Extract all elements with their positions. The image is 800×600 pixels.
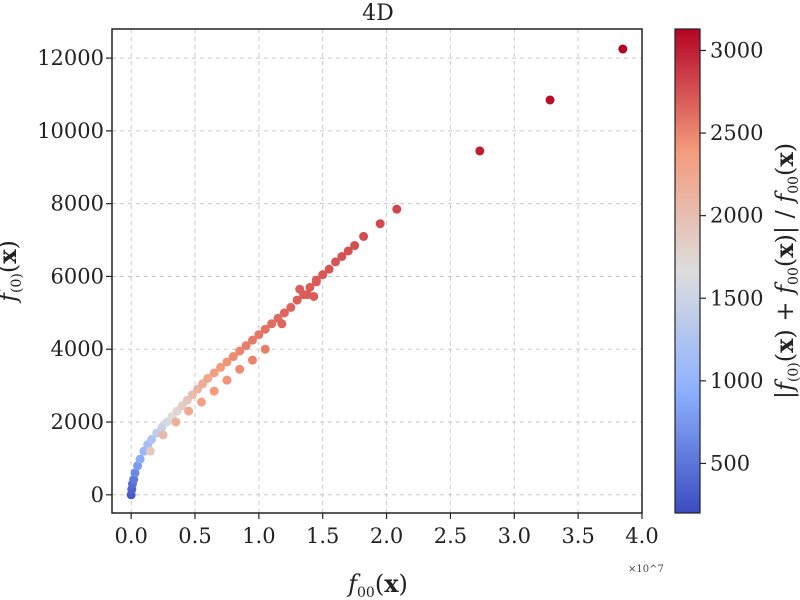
x-tick-label: 0.0 xyxy=(114,524,147,548)
scatter-point xyxy=(279,308,289,318)
scatter-point xyxy=(139,446,149,456)
colorbar-tick-label: 2500 xyxy=(710,121,763,145)
plot-frame xyxy=(111,28,643,514)
scatter-point xyxy=(203,373,213,383)
scatter-point xyxy=(235,364,245,374)
scatter-point xyxy=(216,362,226,372)
colorbar-title: |f(0)(x) + f00(x)| / f00(x) xyxy=(770,143,800,399)
x-tick-label: 0.5 xyxy=(178,524,211,548)
scatter-point xyxy=(222,375,232,385)
colorbar-tick-label: 500 xyxy=(710,451,750,475)
scatter-point xyxy=(260,344,270,354)
scatter-point xyxy=(375,219,385,229)
scatter-point xyxy=(247,335,257,345)
scatter-points xyxy=(126,44,628,500)
scatter-point xyxy=(311,277,321,287)
x-tick-label: 2.0 xyxy=(370,524,403,548)
scatter-point xyxy=(158,430,168,440)
colorbar-ticks: 500 1000 1500 2000 2500 3000 xyxy=(700,38,763,475)
scatter-point xyxy=(260,324,270,334)
scatter-point xyxy=(277,319,287,329)
scatter-point xyxy=(292,295,302,305)
scatter-point xyxy=(247,355,257,365)
x-axis-multiplier: ×10^7 xyxy=(628,564,664,575)
chart-title: 4D xyxy=(362,1,394,26)
grid xyxy=(112,29,643,513)
scatter-point xyxy=(196,397,206,407)
scatter-point xyxy=(145,446,155,456)
scatter-point xyxy=(309,291,319,301)
scatter-point xyxy=(475,146,485,156)
colorbar-tick-label: 1000 xyxy=(710,369,763,393)
x-axis-title: f00(x) xyxy=(346,569,408,600)
scatter-point xyxy=(350,241,360,251)
colorbar-tick-label: 3000 xyxy=(710,38,763,62)
y-tick-label: 12000 xyxy=(37,46,104,70)
colorbar-tick-label: 2000 xyxy=(710,204,763,228)
y-tick-label: 10000 xyxy=(37,119,104,143)
y-tick-label: 0 xyxy=(91,483,104,507)
x-tick-label: 4.0 xyxy=(625,524,658,548)
scatter-point xyxy=(135,454,145,464)
scatter-point xyxy=(222,357,232,367)
scatter-point xyxy=(337,251,347,261)
scatter-point xyxy=(130,468,140,478)
colorbar-tick-label: 1500 xyxy=(710,286,763,310)
x-tick-label: 1.5 xyxy=(306,524,339,548)
y-tick-label: 6000 xyxy=(51,264,104,288)
scatter-point xyxy=(305,282,315,292)
scatter-point xyxy=(324,264,334,274)
scatter-point xyxy=(209,386,219,396)
scatter-point xyxy=(392,204,402,214)
scatter-point xyxy=(545,95,555,105)
scatter-point xyxy=(254,330,264,340)
y-axis-ticks: 0 2000 4000 6000 8000 10000 12000 xyxy=(37,46,112,507)
scatter-point xyxy=(359,231,369,241)
y-tick-label: 4000 xyxy=(51,337,104,361)
scatter-point xyxy=(241,341,251,351)
colorbar xyxy=(674,28,701,514)
scatter-point xyxy=(147,434,157,444)
y-tick-label: 2000 xyxy=(51,410,104,434)
y-axis-title: f(0)(x) xyxy=(0,240,25,304)
scatter-point xyxy=(318,270,328,280)
scatter-point xyxy=(184,406,194,416)
scatter-point xyxy=(267,319,277,329)
scatter-point xyxy=(330,257,340,267)
x-tick-label: 3.5 xyxy=(561,524,594,548)
scatter-point xyxy=(171,417,181,427)
y-tick-label: 8000 xyxy=(51,192,104,216)
scatter-point xyxy=(295,284,305,294)
scatter-point xyxy=(209,368,219,378)
scatter-point xyxy=(618,44,628,54)
x-axis-ticks: 0.0 0.5 1.0 1.5 2.0 2.5 3.0 3.5 4.0 xyxy=(114,513,659,548)
scatter-point xyxy=(286,302,296,312)
x-tick-label: 1.0 xyxy=(242,524,275,548)
x-tick-label: 3.0 xyxy=(498,524,531,548)
scatter-point xyxy=(343,246,353,256)
scatter-point xyxy=(228,352,238,362)
x-tick-label: 2.5 xyxy=(434,524,467,548)
scatter-point xyxy=(235,346,245,356)
